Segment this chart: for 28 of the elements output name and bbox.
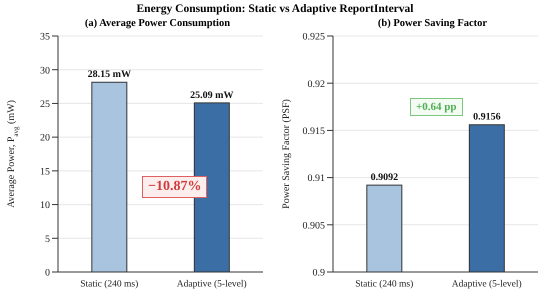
annotation: +0.64 pp <box>410 98 463 116</box>
y-tick-label: 0.915 <box>302 126 325 137</box>
data-label: 28.15 mW <box>88 69 131 80</box>
y-axis-title: Power Saving Factor (PSF) <box>281 99 292 209</box>
annotation: −10.87% <box>142 176 208 198</box>
x-tick-label: Adaptive (5-level) <box>452 280 522 290</box>
y-tick-label: 0.905 <box>302 220 325 232</box>
data-label: 0.9092 <box>370 172 398 184</box>
x-tick-label: Adaptive (5-level) <box>176 280 247 290</box>
y-tick-label: 0.92 <box>308 78 325 90</box>
chart-subtitle: (a) Average Power Consumption <box>84 18 232 31</box>
y-tick-label: 20 <box>40 132 50 144</box>
y-tick-label: 0 <box>45 268 50 279</box>
y-tick-label: 35 <box>40 32 50 43</box>
chart-title: Energy Consumption: Static vs Adaptive ReportInterval <box>136 2 414 17</box>
y-tick-label: 0.9 <box>312 268 325 279</box>
x-tick-label: Static (240 ms) <box>80 280 138 290</box>
y-tick-label: 15 <box>40 166 50 178</box>
data-label: 0.9156 <box>473 112 501 123</box>
y-tick-label: 10 <box>40 200 50 212</box>
y-tick-label: 30 <box>40 65 50 76</box>
y-tick-label: 0.91 <box>308 173 325 184</box>
x-tick-label: Static (240 ms) <box>355 280 414 290</box>
data-label: 25.09 mW <box>190 90 234 101</box>
y-tick-label: 0.925 <box>302 32 325 43</box>
y-tick-label: 25 <box>40 98 50 110</box>
y-tick-label: 5 <box>45 234 50 245</box>
chart-title: (b) Power Saving Factor <box>376 18 488 31</box>
